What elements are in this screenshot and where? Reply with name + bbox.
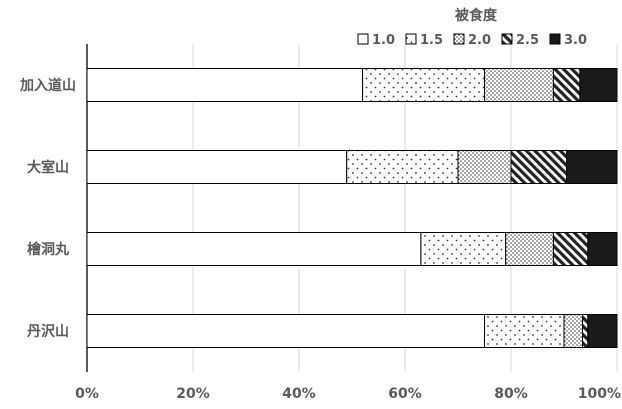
bar-segment bbox=[587, 232, 618, 266]
legend-swatch bbox=[501, 33, 513, 45]
bar-segment bbox=[362, 68, 486, 102]
bar-segment bbox=[346, 150, 459, 184]
x-tick-label: 40% bbox=[282, 386, 316, 402]
bar-segment bbox=[484, 314, 565, 348]
x-tick-label: 0% bbox=[75, 386, 99, 402]
bar-segment bbox=[579, 68, 618, 102]
bar-segment bbox=[484, 68, 554, 102]
bar-segment bbox=[582, 314, 589, 348]
bar-segment bbox=[420, 232, 507, 266]
legend-swatch bbox=[549, 33, 561, 45]
legend-label: 1.5 bbox=[420, 33, 443, 48]
legend-swatch bbox=[405, 33, 417, 45]
legend-swatch bbox=[453, 33, 465, 45]
bar-segment bbox=[86, 314, 485, 348]
bar-segment bbox=[505, 232, 554, 266]
category-label: 丹沢山 bbox=[27, 323, 69, 340]
bar-segment bbox=[563, 314, 584, 348]
bar-segment bbox=[587, 314, 618, 348]
bar-segment bbox=[510, 150, 568, 184]
legend-label: 1.0 bbox=[372, 33, 395, 48]
bar-segment bbox=[566, 150, 618, 184]
x-tick-label: 20% bbox=[176, 386, 210, 402]
bar-segment bbox=[457, 150, 512, 184]
category-label: 大室山 bbox=[27, 159, 69, 176]
x-tick-label: 80% bbox=[494, 386, 528, 402]
legend: 被食度 1.0 1.5 2.0 2.5 3.0 bbox=[357, 7, 587, 48]
bar-segment bbox=[552, 68, 581, 102]
legend-title: 被食度 bbox=[455, 7, 498, 24]
legend-label: 2.0 bbox=[468, 33, 491, 48]
x-tick-label: 60% bbox=[388, 386, 422, 402]
legend-label: 3.0 bbox=[564, 33, 587, 48]
bar-segment bbox=[86, 68, 364, 102]
category-label: 檜洞丸 bbox=[27, 241, 70, 258]
bar-segment bbox=[86, 150, 348, 184]
legend-label: 2.5 bbox=[516, 33, 539, 48]
bar-segment bbox=[552, 232, 589, 266]
legend-swatch bbox=[357, 33, 369, 45]
x-tick-labels: 0% 20% 40% 60% 80% 100% bbox=[75, 386, 621, 402]
x-tick-label: 100% bbox=[578, 386, 621, 402]
category-label: 加入道山 bbox=[19, 77, 76, 94]
bar-segment bbox=[86, 232, 422, 266]
bars bbox=[86, 68, 618, 348]
